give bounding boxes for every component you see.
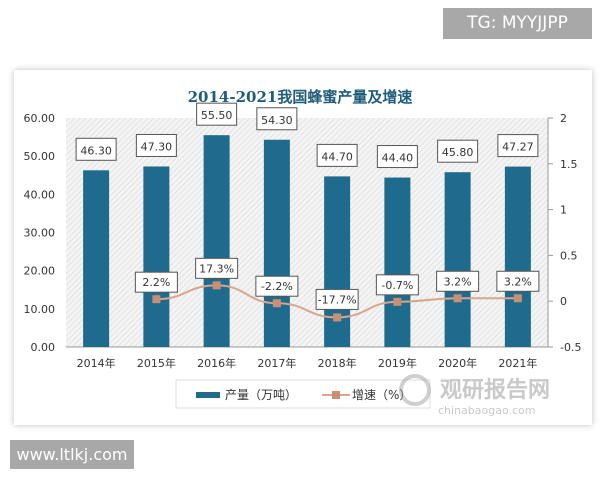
growth-label-box [134, 271, 178, 293]
growth-marker [513, 294, 522, 303]
bar-label-box [437, 139, 479, 163]
bar-data-label: 44.40 [382, 152, 414, 165]
x-tick-label: 2016年 [197, 356, 236, 370]
bar-label-box [196, 102, 238, 126]
x-tick-label: 2021年 [498, 356, 537, 370]
x-tick-label: 2017年 [257, 356, 296, 370]
growth-marker [393, 297, 402, 306]
left-tick-label: 40.00 [24, 188, 56, 201]
growth-label-box [496, 270, 540, 292]
bar-label-box [135, 133, 177, 157]
logo-watermark-cn: 观研报告网 [440, 378, 550, 403]
legend-label-production: 产量（万吨） [225, 388, 297, 402]
bar-data-label: 46.30 [80, 144, 112, 157]
bar-label-box [497, 134, 539, 158]
left-tick-label: 30.00 [24, 227, 56, 240]
chart-title: 2014-2021我国蜂蜜产量及增速 [188, 88, 413, 106]
growth-data-label: 3.2% [504, 275, 532, 288]
bar-data-label: 54.30 [261, 114, 293, 127]
growth-marker [152, 295, 161, 304]
left-tick-label: 60.00 [24, 112, 56, 125]
logo-watermark-en: chinabaogao.com [438, 404, 536, 417]
watermark-top: TG: MYYJJPP [443, 8, 592, 39]
bar [203, 135, 230, 347]
bar-label-box [376, 145, 418, 169]
legend-bar-swatch [196, 392, 220, 398]
growth-label-box [255, 275, 299, 297]
bar [504, 166, 531, 347]
right-tick-label: 1.5 [560, 158, 578, 171]
left-tick-label: 50.00 [24, 150, 56, 163]
right-tick-label: 0 [560, 295, 567, 308]
x-tick-label: 2019年 [378, 356, 417, 370]
bar-data-label: 55.50 [201, 109, 233, 122]
bar [384, 177, 411, 347]
growth-label-box [436, 270, 480, 292]
right-tick-label: 1 [560, 204, 567, 217]
bar-data-label: 47.27 [502, 141, 534, 154]
legend-label-growth: 增速（%） [352, 388, 411, 402]
growth-label-box [315, 288, 359, 310]
growth-data-label: -17.7% [318, 293, 357, 306]
growth-marker [333, 313, 342, 322]
growth-data-label: -2.2% [261, 280, 293, 293]
growth-data-label: -0.7% [381, 279, 413, 292]
bar-data-label: 47.30 [141, 140, 173, 153]
growth-label-box [375, 274, 419, 296]
growth-label-box [195, 257, 239, 279]
right-tick-label: 2 [560, 112, 567, 125]
watermark-bottom: www.ltlkj.com [10, 440, 134, 469]
bar-label-box [256, 107, 298, 131]
bar [83, 170, 110, 347]
left-tick-label: 10.00 [24, 303, 56, 316]
left-tick-label: 0.00 [31, 341, 56, 354]
bar-data-label: 44.70 [321, 150, 353, 163]
growth-data-label: 2.2% [142, 276, 170, 289]
right-tick-label: 0.5 [560, 249, 578, 262]
bar [143, 166, 170, 347]
bar [444, 172, 471, 347]
growth-data-label: 17.3% [199, 262, 234, 275]
x-tick-label: 2014年 [77, 356, 116, 370]
growth-data-label: 3.2% [444, 275, 472, 288]
bar-label-box [316, 143, 358, 167]
bar-label-box [75, 137, 117, 161]
right-tick-label: -0.5 [560, 341, 581, 354]
bar-data-label: 45.80 [442, 146, 474, 159]
logo-watermark: 观研报告网 chinabaogao.com [399, 374, 550, 417]
growth-marker [272, 299, 281, 308]
x-tick-label: 2015年 [137, 356, 176, 370]
growth-marker [453, 294, 462, 303]
bar [263, 139, 290, 347]
legend: 产量（万吨） 增速（%） [175, 379, 431, 409]
x-tick-label: 2018年 [318, 356, 357, 370]
growth-marker [212, 281, 221, 290]
left-tick-label: 20.00 [24, 265, 56, 278]
legend-marker [332, 391, 340, 399]
x-tick-label: 2020年 [438, 356, 477, 370]
